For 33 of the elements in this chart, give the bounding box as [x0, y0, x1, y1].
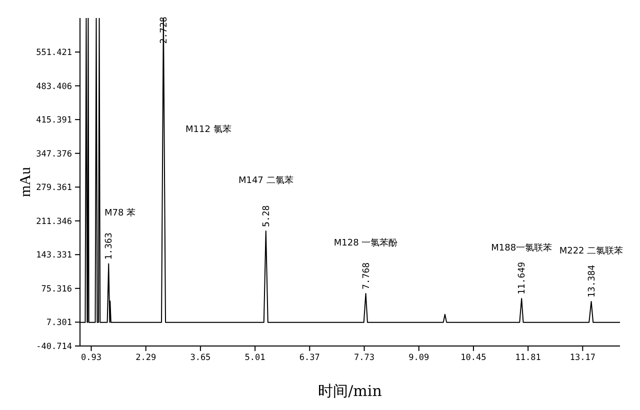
annotation: M78 苯 — [104, 208, 136, 219]
y-tick-label: 483.406 — [36, 82, 72, 92]
annotation: 7.768 — [362, 262, 372, 290]
x-tick-label: 3.65 — [190, 353, 211, 363]
y-tick-label: 347.376 — [36, 149, 72, 160]
x-tick-label: 13.17 — [570, 353, 596, 363]
x-tick-label: 9.09 — [408, 353, 430, 363]
annotation: M147 二氯苯 — [238, 174, 294, 186]
y-tick-label: 415.391 — [36, 116, 72, 126]
y-tick-label: 279.361 — [36, 183, 72, 194]
annotation: 13.384 — [587, 264, 598, 298]
annotation: 1.363 — [104, 232, 115, 260]
y-tick-label: 75.316 — [41, 284, 72, 294]
x-axis-title: 时间/min — [318, 382, 382, 400]
x-tick-label: 6.37 — [299, 353, 320, 363]
y-tick-label: 143.331 — [36, 250, 72, 261]
annotation: M112 氯苯 — [186, 124, 232, 135]
x-tick-label: 7.73 — [354, 353, 374, 363]
y-axis-title: mAu — [18, 166, 34, 197]
y-tick-label: 7.301 — [46, 318, 72, 328]
x-tick-label: 2.29 — [136, 353, 156, 363]
y-tick-label: 551.421 — [36, 48, 72, 58]
y-tick-label: -40.714 — [36, 342, 72, 352]
annotation: M128 一氯苯酚 — [334, 238, 398, 249]
annotation: 11.649 — [518, 262, 528, 294]
annotation: M222 二氯联苯 — [559, 245, 624, 256]
annotation: M188一氯联苯 — [491, 242, 552, 254]
annotation: 5.28 — [262, 205, 272, 227]
y-tick-label: 211.346 — [36, 216, 72, 227]
x-tick-label: 11.81 — [515, 353, 541, 363]
x-tick-label: 5.01 — [244, 353, 266, 363]
x-tick-label: 10.45 — [460, 353, 486, 363]
x-tick-label: 0.93 — [81, 353, 102, 363]
